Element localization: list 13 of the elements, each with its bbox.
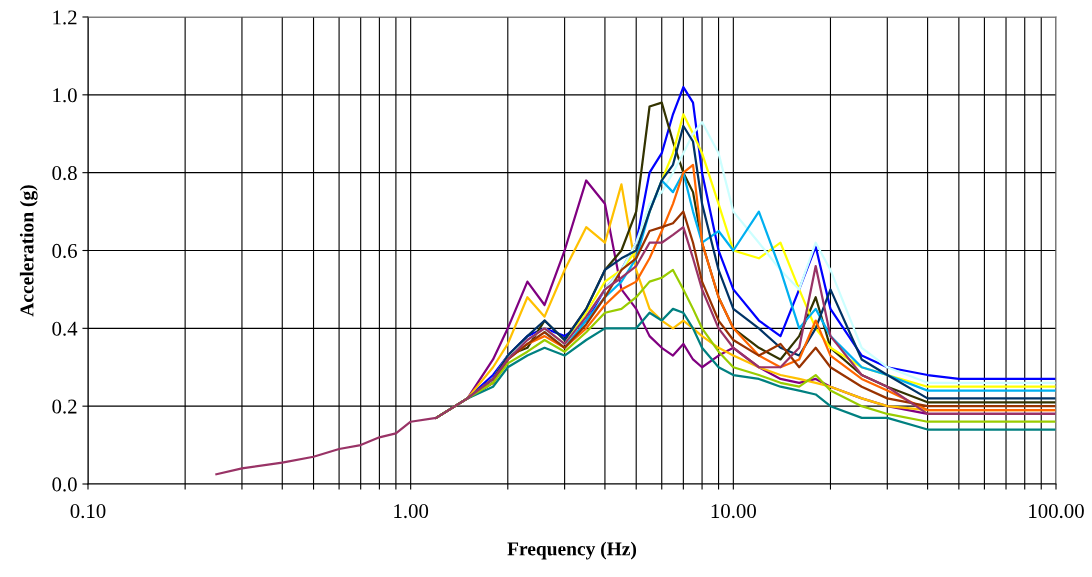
- x-tick-label: 100.00: [1029, 504, 1084, 519]
- y-tick-label: 1.2: [53, 10, 77, 25]
- y-tick-label: 0.2: [52, 399, 77, 414]
- x-tick-label: 1.00: [394, 504, 429, 519]
- x-tick-label: 0.10: [70, 504, 106, 519]
- x-axis-title: Frequency (Hz): [507, 541, 637, 560]
- y-tick-label: 0.6: [52, 243, 77, 259]
- y-tick-label: 0.0: [52, 477, 77, 492]
- y-axis-title: Acceleration (g): [19, 185, 38, 317]
- y-tick-label: 0.8: [52, 166, 77, 181]
- y-tick-label: 0.4: [52, 321, 78, 336]
- x-tick-label: 10.00: [711, 504, 756, 519]
- y-tick-label: 1.0: [53, 88, 77, 103]
